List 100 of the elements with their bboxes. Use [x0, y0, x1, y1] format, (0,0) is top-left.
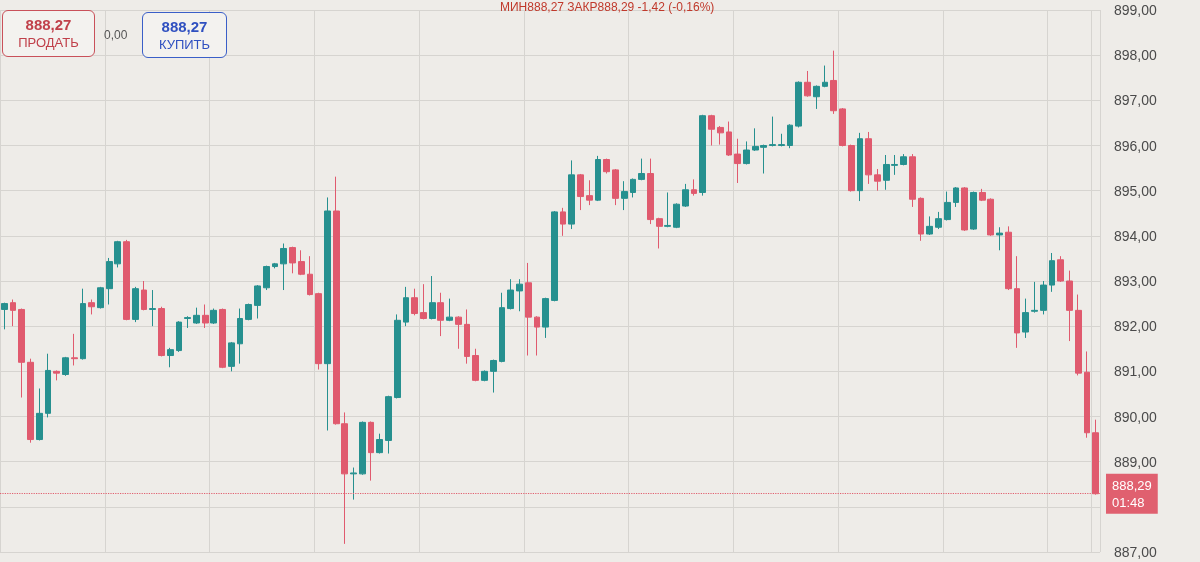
- y-tick-label: 898,00: [1114, 47, 1158, 64]
- candlestick: [813, 84, 820, 110]
- candlestick: [699, 114, 706, 197]
- candlestick: [1, 302, 8, 330]
- candlestick: [403, 286, 409, 327]
- candlestick: [228, 341, 235, 372]
- candlestick: [237, 308, 243, 365]
- candlestick: [18, 308, 25, 399]
- candlestick: [664, 191, 671, 228]
- candlestick: [71, 333, 78, 366]
- candlestick: [385, 395, 392, 455]
- candlestick: [176, 320, 182, 353]
- candlestick: [848, 144, 855, 193]
- ref-line-label: 888,29 01:48: [1112, 477, 1152, 510]
- candlestick: [1084, 350, 1090, 439]
- candlestick: [525, 262, 532, 357]
- annotation: 888,27: [161, 17, 208, 36]
- y-tick-label: 889,00: [1114, 453, 1158, 470]
- candlestick: [359, 420, 366, 476]
- y-tick-label: 895,00: [1114, 182, 1158, 199]
- candlestick: [298, 249, 305, 276]
- candlestick: [743, 140, 750, 165]
- candlestick: [420, 283, 427, 320]
- candlestick: [507, 278, 514, 310]
- candlestick: [568, 159, 575, 230]
- candlestick: [542, 297, 549, 339]
- candlestick: [219, 308, 226, 369]
- candlestick: [490, 359, 497, 394]
- candlestick: [795, 80, 802, 128]
- candlestick: [822, 65, 828, 88]
- candlestick: [167, 347, 174, 368]
- candlestick: [36, 388, 43, 441]
- y-tick-label: 890,00: [1114, 408, 1158, 425]
- candlestick: [10, 299, 16, 327]
- candlestick: [315, 292, 322, 371]
- candlestick: [900, 153, 907, 166]
- candlestick: [1040, 280, 1047, 315]
- candlestick: [62, 356, 69, 377]
- candlestick: [918, 196, 924, 242]
- candlestick: [647, 158, 654, 225]
- candlestick: [1022, 298, 1029, 339]
- candlestick: [717, 125, 724, 146]
- candlestick: [481, 369, 488, 382]
- candlestick: [691, 178, 697, 197]
- y-tick-label: 894,00: [1114, 227, 1158, 244]
- candlestick: [27, 358, 34, 444]
- candlestick: [455, 315, 462, 350]
- candlestick: [996, 226, 1003, 251]
- candlestick: [158, 306, 165, 357]
- candlestick: [577, 173, 584, 211]
- candlestick: [437, 292, 444, 337]
- candlestick: [534, 315, 540, 357]
- candlestick: [1075, 294, 1082, 376]
- candlestick: [909, 153, 916, 208]
- candlestick: [245, 303, 252, 321]
- candlestick: [141, 280, 147, 311]
- candlestick: [857, 132, 863, 202]
- candlestick: [1014, 255, 1020, 349]
- candlestick: [184, 315, 191, 329]
- candlestick: [202, 303, 209, 329]
- candlestick: [944, 191, 951, 221]
- candlestick: [830, 50, 837, 115]
- candlestick: [586, 179, 593, 206]
- y-tick-label: 893,00: [1114, 273, 1158, 289]
- candlestick: [961, 186, 968, 232]
- candlestick: [324, 196, 331, 431]
- sell-button: 888,27 ПРОДАТЬ: [2, 10, 95, 57]
- candlestick: [446, 298, 453, 322]
- candlestick: [935, 211, 942, 230]
- candlestick: [769, 116, 776, 147]
- candlestick: [682, 183, 689, 208]
- annotation: КУПИТЬ: [158, 35, 211, 53]
- annotation: ПРОДАТЬ: [18, 34, 79, 51]
- candlestick: [411, 288, 418, 316]
- candlestick: [280, 243, 287, 291]
- candlestick: [210, 308, 217, 325]
- candlestick: [80, 288, 86, 361]
- candlestick: [429, 275, 436, 320]
- candlestick: [953, 186, 959, 208]
- annotation: 888,27: [25, 16, 72, 34]
- candlestick: [53, 369, 60, 381]
- candlestick: [874, 168, 881, 192]
- candlestick: [254, 284, 261, 319]
- candlestick: [638, 158, 645, 181]
- candlestick: [97, 286, 104, 310]
- candlestick: [368, 420, 374, 482]
- candlestick: [926, 215, 933, 236]
- y-tick-label: 896,00: [1114, 137, 1158, 154]
- candlestick: [45, 353, 51, 418]
- candlestick: [289, 246, 296, 274]
- candlestick: [1049, 252, 1055, 293]
- y-tick-label: 891,00: [1114, 363, 1158, 380]
- candlestick: [499, 292, 505, 363]
- candlestick: [865, 131, 872, 185]
- annotation: 0,00: [104, 28, 128, 42]
- candlestick: [630, 177, 636, 198]
- candlestick: [1031, 281, 1038, 314]
- candlestick: [734, 138, 741, 184]
- candlestick: [708, 114, 715, 146]
- candlestick: [263, 265, 270, 291]
